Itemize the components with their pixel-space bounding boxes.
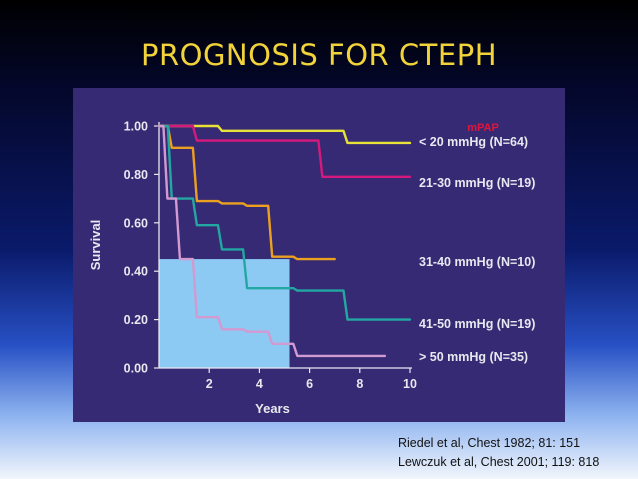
series-line-4 (157, 124, 412, 321)
y-tick-label: 0.20 (124, 313, 148, 327)
legend-entry-4: 41-50 mmHg (N=19) (419, 317, 535, 331)
x-axis-title: Years (255, 401, 290, 416)
legend-entry-5: > 50 mmHg (N=35) (419, 350, 528, 364)
legend-entry-2: 21-30 mmHg (N=19) (419, 176, 535, 190)
y-tick-label: 0.60 (124, 216, 148, 230)
citations: Riedel et al, Chest 1982; 81: 151 Lewczu… (398, 434, 599, 472)
x-tick-label: 8 (356, 377, 363, 391)
y-axis-title: Survival (88, 220, 103, 271)
x-tick-label: 6 (306, 377, 313, 391)
series-line-2 (157, 124, 412, 179)
legend-title: mPAP (467, 122, 499, 134)
legend-entry-1: < 20 mmHg (N=64) (419, 135, 528, 149)
slide-title: PROGNOSIS FOR CTEPH (141, 38, 497, 72)
x-tick-label: 10 (403, 377, 417, 391)
y-tick-label: 1.00 (124, 120, 148, 134)
y-tick-label: 0.80 (124, 168, 148, 182)
citation-lewczuk: Lewczuk et al, Chest 2001; 119: 818 (398, 455, 600, 469)
series-line-1 (157, 124, 412, 145)
series-line-3 (157, 124, 336, 261)
y-tick-label: 0.00 (124, 362, 148, 376)
x-tick-label: 4 (256, 377, 263, 391)
legend-entry-3: 31-40 mmHg (N=10) (419, 255, 535, 269)
y-tick-label: 0.40 (124, 265, 148, 279)
highlight-region (159, 259, 290, 368)
series-line-5 (157, 124, 387, 358)
survival-chart: 0.00 0.20 0.40 0.60 0.80 1.00 2 4 6 8 10 Years Survi… (88, 120, 535, 417)
citation-riedel: Riedel et al, Chest 1982; 81: 151 (398, 436, 581, 450)
chart-panel: 0.00 0.20 0.40 0.60 0.80 1.00 2 4 6 8 10 Years Survi… (73, 88, 565, 422)
x-tick-label: 2 (206, 377, 213, 391)
